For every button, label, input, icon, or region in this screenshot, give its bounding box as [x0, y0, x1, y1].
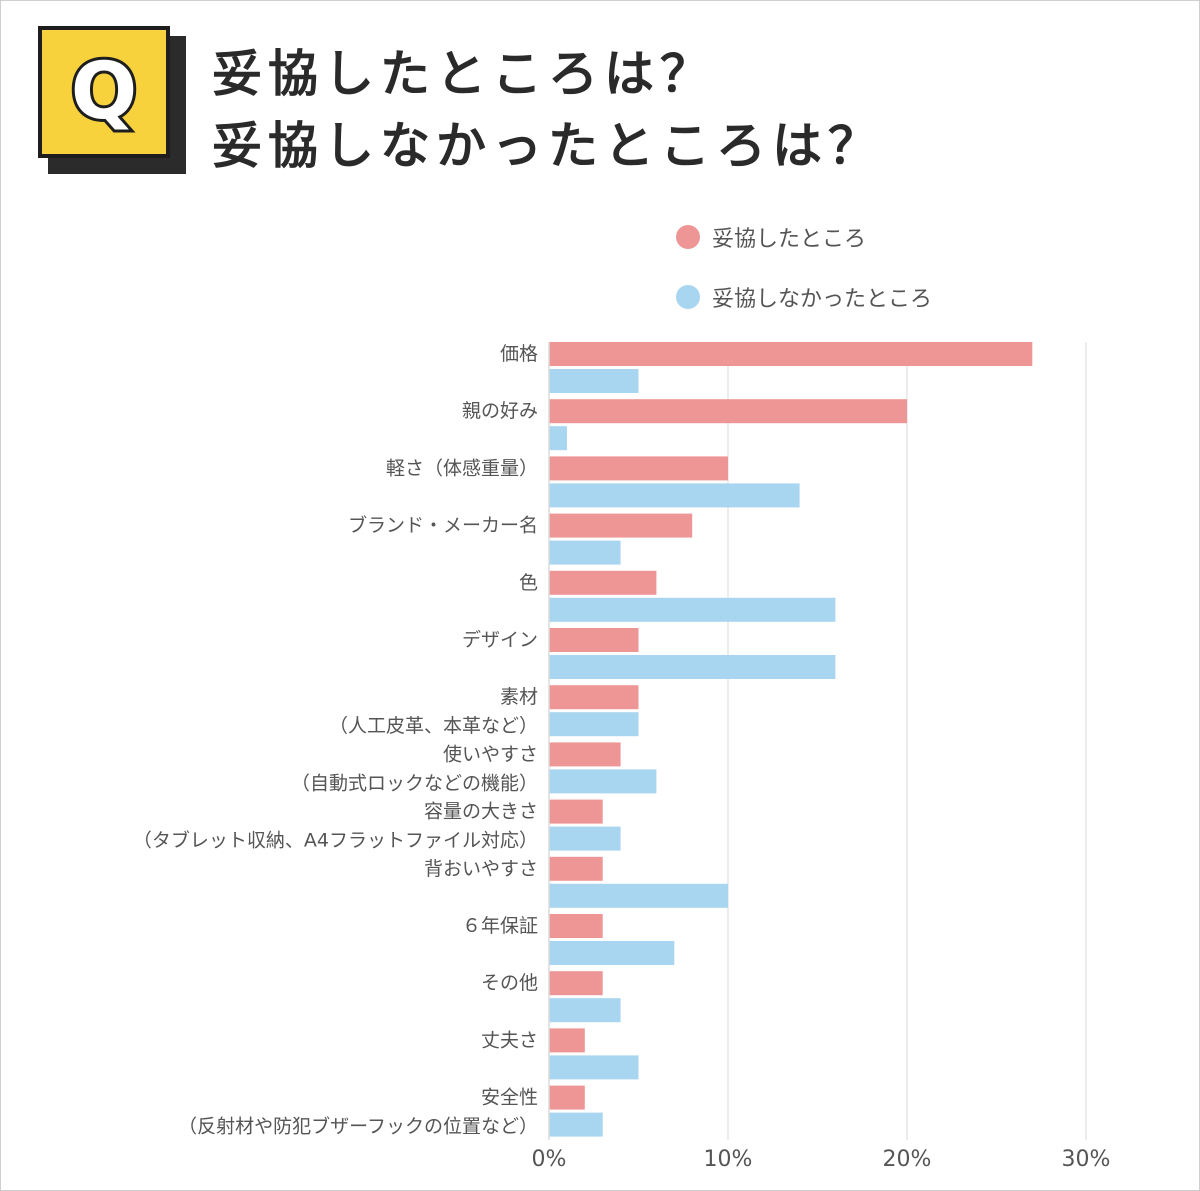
- bar-s2-0: [549, 369, 639, 393]
- category-label-10: ６年保証: [462, 915, 538, 937]
- title-line-2: 妥協しなかったところは？: [212, 117, 884, 175]
- bar-s2-3: [549, 540, 621, 565]
- category-label-13: 安全性: [481, 1087, 538, 1109]
- bar-s2-5: [549, 655, 836, 679]
- legend-label-series1: 妥協したところ: [712, 227, 867, 252]
- chart-legend: 妥協したところ 妥協しなかったところ: [676, 222, 932, 342]
- category-label-4: 色: [519, 572, 538, 594]
- category-label-11: その他: [481, 972, 538, 994]
- bar-s1-3: [549, 513, 693, 538]
- bar-s1-5: [549, 628, 639, 652]
- category-label-1: 親の好み: [462, 400, 538, 422]
- q-letter: Q: [68, 47, 140, 137]
- tick-label-2: 20%: [883, 1147, 932, 1172]
- category-label-6-sub: （人工皮革、本革など）: [329, 715, 538, 737]
- tick-label-3: 30%: [1062, 1147, 1111, 1172]
- bar-s2-11: [549, 998, 621, 1023]
- category-label-8-sub: （タブレット収納、A4フラットファイル対応）: [133, 829, 538, 852]
- bar-s1-8: [549, 799, 603, 824]
- tick-label-1: 10%: [704, 1147, 753, 1172]
- category-label-6: 素材: [500, 686, 538, 708]
- category-label-7-sub: （自動式ロックなどの機能）: [291, 772, 538, 794]
- category-label-9: 背おいやすさ: [424, 858, 538, 880]
- bar-s2-1: [549, 426, 567, 451]
- bar-s2-13: [549, 1112, 603, 1137]
- category-label-0: 価格: [500, 343, 538, 365]
- legend-dot-series1: [676, 225, 700, 249]
- bar-s1-7: [549, 742, 621, 767]
- category-label-8: 容量の大きさ: [424, 801, 538, 823]
- bar-s1-13: [549, 1085, 585, 1110]
- tick-label-0: 0%: [532, 1147, 567, 1172]
- category-label-5: デザイン: [462, 629, 538, 651]
- category-label-2: 軽さ（体感重量）: [386, 457, 538, 479]
- bar-s2-7: [549, 769, 657, 794]
- bar-s1-1: [549, 399, 907, 424]
- bar-s2-2: [549, 483, 800, 508]
- bar-s1-6: [549, 685, 639, 710]
- bar-s2-9: [549, 883, 728, 908]
- legend-item-series2: 妥協しなかったところ: [676, 282, 932, 312]
- bar-s2-12: [549, 1055, 639, 1080]
- category-label-12: 丈夫さ: [481, 1029, 538, 1051]
- bar-s1-9: [549, 856, 603, 881]
- page-title: 妥協したところは？ 妥協しなかったところは？: [212, 38, 884, 182]
- bar-s1-12: [549, 1028, 585, 1053]
- bar-s1-11: [549, 971, 603, 996]
- bar-s2-4: [549, 597, 836, 622]
- category-label-3: ブランド・メーカー名: [348, 514, 538, 537]
- bar-s1-4: [549, 570, 657, 595]
- category-label-13-sub: （反射材や防犯ブザーフックの位置など）: [178, 1115, 538, 1138]
- bar-s1-0: [549, 342, 1033, 366]
- title-line-1: 妥協したところは？: [212, 45, 716, 103]
- category-label-7: 使いやすさ: [443, 743, 538, 765]
- bar-s2-6: [549, 712, 639, 737]
- bar-s2-8: [549, 826, 621, 851]
- bar-s2-10: [549, 941, 675, 965]
- q-badge: Q: [38, 26, 170, 158]
- legend-dot-series2: [676, 285, 700, 309]
- bar-s1-10: [549, 914, 603, 938]
- legend-item-series1: 妥協したところ: [676, 222, 932, 252]
- legend-label-series2: 妥協しなかったところ: [712, 287, 933, 312]
- bar-s1-2: [549, 456, 728, 481]
